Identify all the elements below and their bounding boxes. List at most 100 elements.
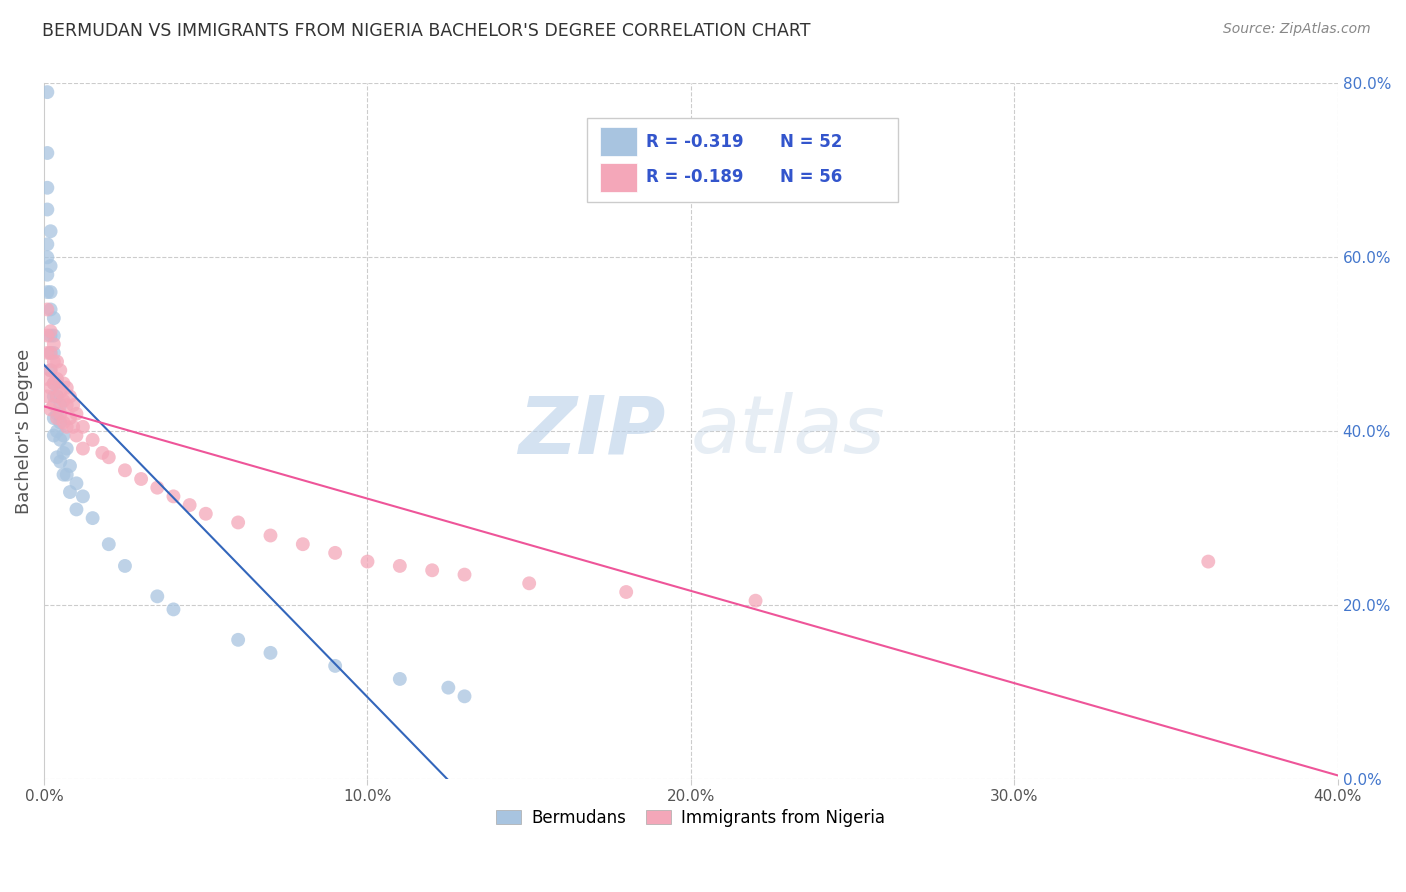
- Point: [146, 481, 169, 495]
- Point: [114, 463, 136, 477]
- Point: [259, 646, 281, 660]
- Point: [82, 433, 104, 447]
- Point: [37, 302, 59, 317]
- Point: [55, 420, 77, 434]
- Y-axis label: Bachelor's Degree: Bachelor's Degree: [15, 349, 32, 514]
- Point: [55, 381, 77, 395]
- Point: [55, 442, 77, 456]
- Point: [39, 324, 62, 338]
- Point: [62, 420, 84, 434]
- Point: [146, 590, 169, 604]
- Text: Source: ZipAtlas.com: Source: ZipAtlas.com: [1223, 22, 1371, 37]
- Point: [39, 302, 62, 317]
- Point: [453, 567, 475, 582]
- Point: [46, 376, 69, 391]
- Point: [55, 398, 77, 412]
- Point: [129, 472, 152, 486]
- Point: [42, 311, 65, 326]
- Point: [62, 398, 84, 412]
- Point: [72, 420, 94, 434]
- Point: [59, 485, 82, 500]
- Point: [49, 416, 72, 430]
- Point: [614, 585, 637, 599]
- FancyBboxPatch shape: [588, 119, 898, 202]
- Point: [744, 593, 766, 607]
- Point: [42, 428, 65, 442]
- Point: [59, 389, 82, 403]
- Point: [65, 502, 87, 516]
- Point: [37, 268, 59, 282]
- Point: [226, 516, 249, 530]
- Point: [437, 681, 460, 695]
- Point: [72, 442, 94, 456]
- Text: ZIP: ZIP: [517, 392, 665, 470]
- Point: [46, 372, 69, 386]
- Point: [46, 389, 69, 403]
- Point: [323, 659, 346, 673]
- Point: [42, 398, 65, 412]
- Text: BERMUDAN VS IMMIGRANTS FROM NIGERIA BACHELOR'S DEGREE CORRELATION CHART: BERMUDAN VS IMMIGRANTS FROM NIGERIA BACH…: [42, 22, 811, 40]
- Point: [388, 672, 411, 686]
- Point: [42, 411, 65, 425]
- Point: [420, 563, 443, 577]
- Point: [388, 558, 411, 573]
- Point: [49, 407, 72, 421]
- Point: [39, 259, 62, 273]
- Point: [49, 385, 72, 400]
- Point: [162, 489, 184, 503]
- Point: [52, 446, 75, 460]
- Point: [39, 363, 62, 377]
- Point: [97, 450, 120, 465]
- Point: [37, 85, 59, 99]
- Point: [356, 555, 378, 569]
- Point: [39, 402, 62, 417]
- Point: [42, 354, 65, 368]
- Point: [39, 224, 62, 238]
- Point: [194, 507, 217, 521]
- Point: [291, 537, 314, 551]
- Point: [82, 511, 104, 525]
- Point: [91, 446, 114, 460]
- Point: [39, 328, 62, 343]
- Point: [42, 337, 65, 351]
- Point: [39, 346, 62, 360]
- Text: R = -0.319: R = -0.319: [647, 133, 744, 151]
- Point: [517, 576, 540, 591]
- Point: [49, 433, 72, 447]
- Point: [59, 458, 82, 473]
- Point: [72, 489, 94, 503]
- Text: N = 52: N = 52: [780, 133, 842, 151]
- Point: [162, 602, 184, 616]
- Point: [39, 285, 62, 299]
- Point: [37, 202, 59, 217]
- Point: [65, 428, 87, 442]
- Point: [42, 376, 65, 391]
- Point: [37, 346, 59, 360]
- Point: [52, 376, 75, 391]
- Bar: [600, 128, 637, 156]
- Point: [1197, 555, 1219, 569]
- Point: [46, 411, 69, 425]
- Point: [52, 467, 75, 482]
- Point: [46, 407, 69, 421]
- Point: [46, 354, 69, 368]
- Point: [37, 285, 59, 299]
- Point: [226, 632, 249, 647]
- Point: [259, 528, 281, 542]
- Point: [37, 180, 59, 194]
- Point: [65, 476, 87, 491]
- Point: [179, 498, 201, 512]
- Point: [49, 363, 72, 377]
- Point: [39, 363, 62, 377]
- Bar: [600, 163, 637, 192]
- Legend: Bermudans, Immigrants from Nigeria: Bermudans, Immigrants from Nigeria: [489, 802, 891, 833]
- Point: [37, 328, 59, 343]
- Point: [52, 428, 75, 442]
- Point: [46, 389, 69, 403]
- Point: [37, 237, 59, 252]
- Point: [46, 450, 69, 465]
- Point: [42, 376, 65, 391]
- Point: [55, 467, 77, 482]
- Point: [49, 398, 72, 412]
- Point: [37, 372, 59, 386]
